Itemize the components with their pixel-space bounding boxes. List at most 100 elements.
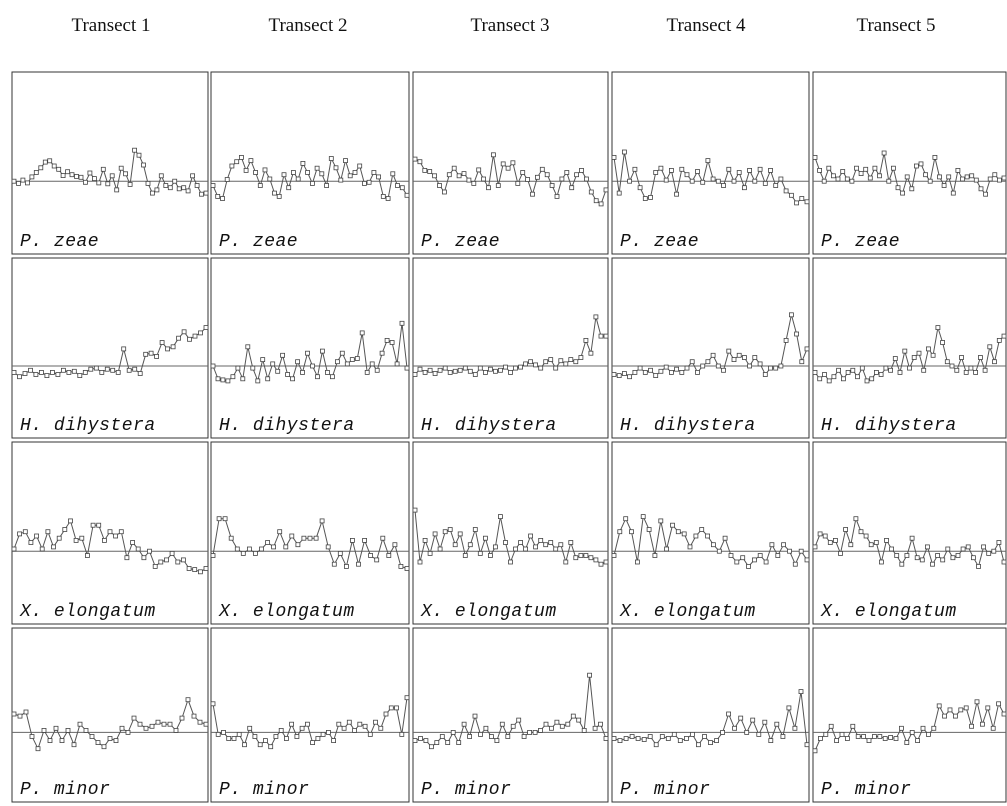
- data-point: [927, 178, 933, 184]
- data-point: [629, 734, 635, 739]
- data-point: [823, 732, 829, 737]
- data-point: [329, 374, 335, 380]
- data-point: [841, 376, 846, 382]
- data-point: [78, 174, 84, 180]
- data-point: [276, 193, 282, 199]
- data-point: [583, 553, 589, 558]
- data-point: [260, 357, 266, 363]
- data-point: [305, 350, 310, 356]
- data-point: [840, 169, 846, 174]
- data-point: [622, 149, 627, 155]
- data-point: [452, 368, 458, 374]
- data-point: [248, 158, 254, 164]
- data-point: [170, 344, 176, 350]
- data-point: [262, 738, 268, 743]
- data-point: [878, 372, 884, 377]
- data-point: [41, 728, 47, 733]
- data-point: [181, 185, 187, 191]
- data-point: [714, 738, 719, 743]
- data-point: [978, 355, 983, 360]
- data-point: [980, 721, 985, 727]
- data-point: [684, 172, 690, 178]
- data-point: [681, 531, 687, 537]
- panel-r4-c3: P. minor: [412, 627, 609, 803]
- data-point: [508, 559, 513, 565]
- data-point: [505, 734, 511, 739]
- data-point: [642, 369, 648, 375]
- data-point: [210, 701, 216, 707]
- data-point: [221, 730, 226, 735]
- data-point: [456, 173, 462, 179]
- data-point: [768, 167, 773, 173]
- data-point: [59, 738, 65, 743]
- data-point: [588, 189, 594, 195]
- data-point: [61, 367, 66, 373]
- data-point: [28, 367, 33, 373]
- data-point: [822, 372, 827, 377]
- data-point: [167, 721, 173, 727]
- data-point: [902, 348, 908, 354]
- data-point: [285, 372, 291, 377]
- data-point: [471, 180, 477, 186]
- data-point: [611, 372, 617, 377]
- data-point: [973, 177, 979, 183]
- data-point: [831, 173, 836, 179]
- data-point: [215, 376, 221, 382]
- data-point: [247, 725, 253, 731]
- data-point: [867, 175, 873, 181]
- data-point: [799, 359, 805, 365]
- data-point: [357, 163, 363, 169]
- data-point: [222, 516, 228, 522]
- panel-r4-c5: P. minor: [812, 627, 1007, 803]
- data-point: [752, 355, 758, 360]
- data-point: [616, 373, 622, 379]
- data-point: [226, 736, 232, 741]
- data-point: [499, 721, 505, 727]
- data-point: [384, 337, 390, 343]
- data-point: [490, 152, 496, 158]
- data-point: [518, 364, 523, 370]
- data-point: [179, 715, 185, 721]
- data-point: [508, 369, 513, 375]
- data-point: [347, 173, 353, 179]
- data-point: [670, 522, 675, 528]
- data-point: [289, 721, 295, 727]
- data-point: [794, 331, 799, 337]
- data-point: [554, 193, 560, 199]
- data-point: [210, 183, 216, 188]
- data-point: [532, 730, 538, 735]
- data-point: [909, 535, 915, 541]
- panel-frame: [611, 257, 810, 439]
- data-point: [100, 166, 106, 172]
- data-point: [726, 166, 732, 172]
- data-point: [855, 374, 860, 380]
- data-point: [17, 531, 23, 537]
- data-point: [477, 551, 483, 556]
- data-point: [20, 177, 26, 183]
- data-point: [185, 188, 191, 194]
- data-point: [513, 365, 518, 371]
- data-point: [228, 535, 234, 541]
- data-point: [843, 527, 848, 532]
- data-point: [69, 172, 75, 178]
- data-point: [834, 738, 839, 743]
- data-point: [736, 352, 742, 358]
- data-point: [738, 715, 744, 721]
- data-point: [299, 725, 305, 731]
- data-point: [24, 180, 30, 186]
- data-point: [549, 183, 555, 188]
- data-point: [11, 711, 17, 717]
- data-point: [272, 190, 277, 196]
- data-point: [603, 187, 609, 193]
- data-point: [395, 183, 400, 188]
- data-point: [773, 183, 779, 188]
- data-point: [658, 368, 664, 374]
- data-point: [132, 147, 138, 153]
- data-point: [265, 376, 271, 382]
- data-point: [307, 535, 313, 541]
- panel-frame: [611, 627, 810, 803]
- data-point: [136, 152, 142, 158]
- data-point: [281, 172, 287, 178]
- data-point: [124, 555, 130, 561]
- data-point: [17, 713, 23, 719]
